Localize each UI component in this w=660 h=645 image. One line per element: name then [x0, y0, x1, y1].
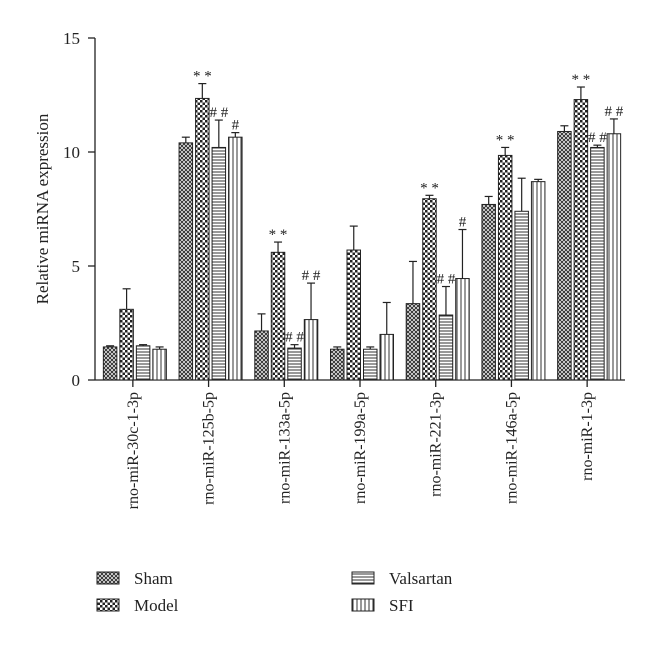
- bar: [422, 198, 437, 381]
- bar: [228, 136, 243, 381]
- y-axis: 0 5 10 15 Relative miRNA expression: [33, 29, 96, 390]
- bar: [497, 154, 513, 381]
- legend-label: SFI: [389, 596, 414, 615]
- bar: [270, 251, 286, 381]
- significance-marker: #: [232, 118, 240, 134]
- bar: [363, 348, 378, 381]
- x-tick-label: rno-miR-125b-5p: [201, 392, 218, 505]
- error-bars: [106, 82, 618, 350]
- x-tick-label: rno-miR-133a-5p: [276, 392, 293, 504]
- bar: [557, 130, 572, 381]
- bar: [102, 346, 118, 381]
- bar: [119, 308, 134, 381]
- significance-annotations: * *# ##* *# ## #* *# ##* ** *# ## #: [193, 69, 624, 346]
- y-tick-label: 10: [63, 143, 80, 162]
- y-ticks: 0 5 10 15: [63, 29, 95, 390]
- significance-marker: # #: [605, 104, 624, 120]
- x-tick-label: rno-miR-199a-5p: [352, 392, 369, 504]
- legend-swatch: [96, 571, 120, 585]
- x-tick-label: rno-miR-30c-1-3p: [125, 392, 142, 509]
- significance-marker: # #: [285, 330, 304, 346]
- bars: [102, 97, 622, 381]
- bar: [405, 303, 421, 381]
- y-axis-title: Relative miRNA expression: [33, 113, 52, 304]
- bar: [152, 348, 167, 381]
- x-axis: rno-miR-30c-1-3p rno-miR-125b-5p rno-miR-1…: [95, 379, 625, 509]
- legend-swatch: [351, 571, 375, 585]
- bar: [573, 99, 589, 381]
- bar: [379, 333, 394, 381]
- legend-label: Valsartan: [389, 569, 453, 588]
- significance-marker: # #: [302, 268, 321, 284]
- y-tick-label: 5: [72, 257, 81, 276]
- bar: [303, 319, 319, 381]
- bar: [254, 330, 269, 381]
- x-ticks: rno-miR-30c-1-3p rno-miR-125b-5p rno-miR-1…: [125, 380, 596, 509]
- significance-marker: * *: [496, 132, 515, 148]
- significance-marker: * *: [269, 227, 288, 243]
- significance-marker: #: [459, 215, 467, 231]
- y-tick-label: 15: [63, 29, 80, 48]
- legend-swatch: [351, 598, 375, 612]
- significance-marker: # #: [209, 105, 228, 121]
- significance-marker: * *: [572, 72, 591, 88]
- bar: [606, 133, 622, 381]
- bar: [135, 345, 151, 381]
- bar: [178, 142, 194, 381]
- y-tick-label: 0: [72, 371, 81, 390]
- bar: [438, 314, 454, 381]
- significance-marker: * *: [193, 69, 212, 85]
- significance-marker: # #: [588, 130, 607, 146]
- bar: [590, 146, 605, 381]
- significance-marker: # #: [437, 272, 456, 288]
- legend-label: Sham: [134, 569, 173, 588]
- bar: [195, 97, 210, 381]
- x-tick-label: rno-miR-146a-5p: [503, 392, 520, 504]
- x-tick-label: rno-miR-1-3p: [579, 392, 596, 481]
- bar: [287, 347, 302, 381]
- legend-label: Model: [134, 596, 179, 615]
- x-tick-label: rno-miR-221-3p: [428, 392, 445, 497]
- bar: [211, 146, 227, 381]
- bar: [530, 181, 546, 381]
- bar: [481, 203, 496, 381]
- legend: Sham Model Valsartan SFI: [96, 569, 453, 615]
- legend-swatch: [96, 598, 120, 612]
- bar: [330, 348, 345, 381]
- bar: [346, 249, 361, 381]
- significance-marker: * *: [420, 180, 439, 196]
- bar: [514, 210, 529, 381]
- bar: [455, 278, 470, 381]
